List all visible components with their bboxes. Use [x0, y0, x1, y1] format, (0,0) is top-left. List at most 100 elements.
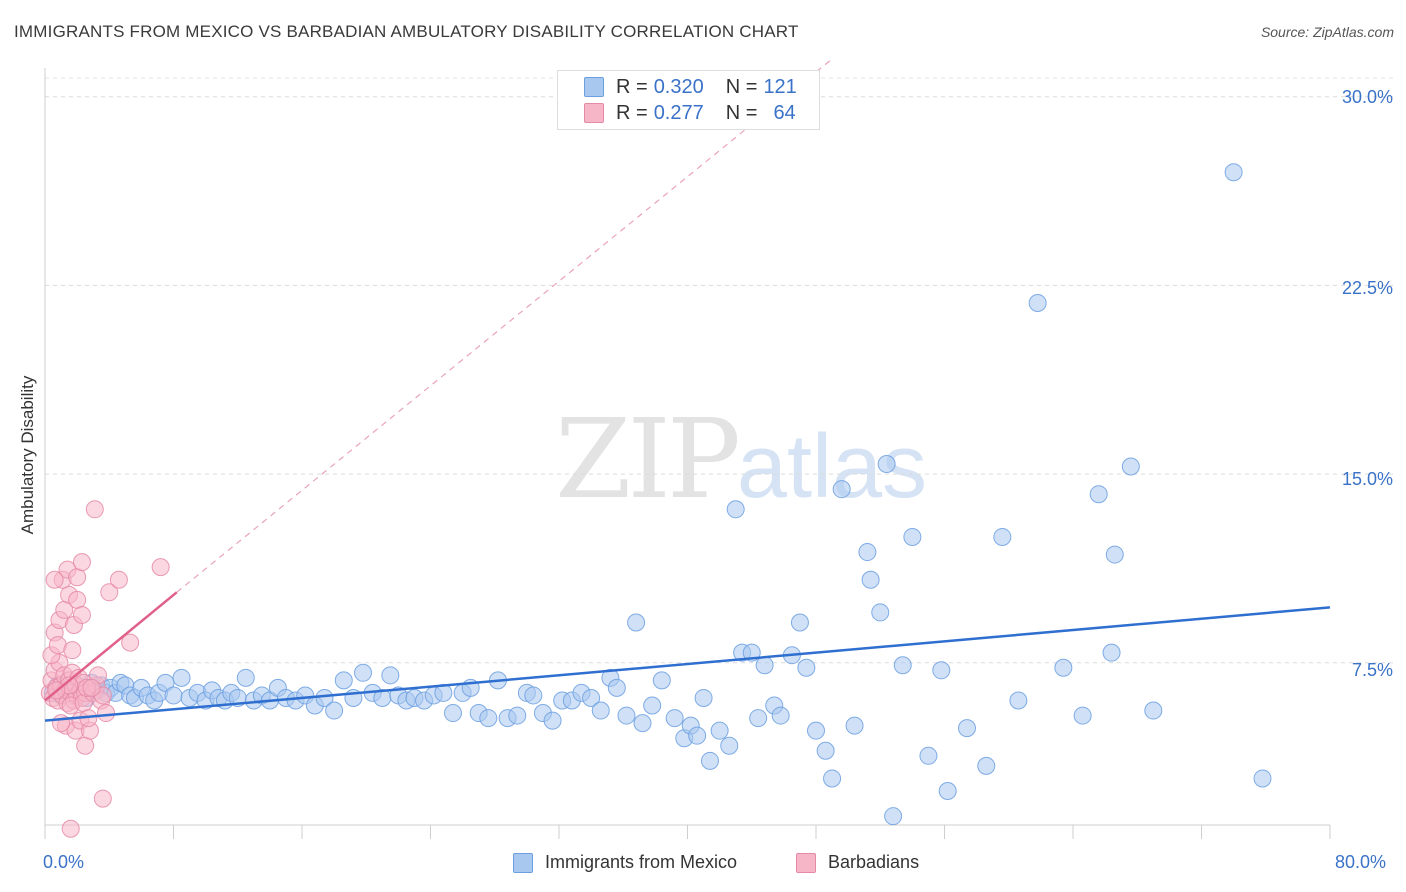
point-mexico-75	[607, 678, 626, 697]
bottom-swatch-barbadians	[796, 852, 816, 873]
point-mexico-92	[749, 709, 768, 728]
point-mexico-115	[977, 756, 996, 775]
point-barbadians-41	[76, 736, 95, 755]
bottom-swatch-mexico	[513, 852, 533, 873]
legend-row-mexico: R = 0.320 N = 121	[584, 75, 797, 99]
legend-n-value-mexico: 121	[763, 75, 797, 98]
point-mexico-117	[1009, 691, 1028, 710]
point-mexico-79	[643, 696, 662, 715]
point-mexico-57	[443, 704, 462, 723]
point-mexico-101	[823, 769, 842, 788]
point-mexico-111	[919, 746, 938, 765]
point-mexico-87	[710, 721, 729, 740]
point-mexico-68	[543, 711, 562, 730]
point-mexico-81	[665, 709, 684, 728]
point-barbadians-62	[61, 819, 80, 838]
point-mexico-88	[720, 736, 739, 755]
point-barbadians-48	[97, 704, 116, 723]
legend-r-label-barbadians: R =	[616, 101, 648, 124]
legend-r-value-mexico: 0.320	[653, 75, 704, 98]
point-barbadians-53	[121, 633, 140, 652]
point-mexico-116	[993, 527, 1012, 546]
watermark-zip: ZIP	[555, 395, 741, 523]
point-mexico-72	[582, 688, 601, 707]
point-mexico-113	[938, 782, 957, 801]
point-mexico-106	[871, 603, 890, 622]
legend-n-label-mexico: N =	[725, 75, 758, 98]
source-label: Source: ZipAtlas.com	[1260, 24, 1394, 40]
point-mexico-34	[236, 668, 255, 687]
watermark-atlas: atlas	[736, 417, 928, 517]
trend-line-mexico	[44, 606, 1331, 722]
y-tick-30: 30.0%	[1341, 87, 1393, 107]
point-mexico-61	[479, 709, 498, 728]
point-mexico-93	[755, 656, 774, 675]
point-mexico-77	[627, 613, 646, 632]
point-barbadians-35	[68, 568, 87, 587]
point-mexico-124	[1121, 457, 1140, 476]
point-mexico-108	[884, 807, 903, 826]
point-mexico-100	[816, 741, 835, 760]
point-mexico-76	[617, 706, 636, 725]
bottom-legend-mexico: Immigrants from Mexico	[513, 852, 737, 873]
point-mexico-80	[652, 671, 671, 690]
y-axis-label: Ambulatory Disability	[18, 375, 37, 535]
point-mexico-104	[858, 543, 877, 562]
watermark: ZIPatlas	[555, 395, 927, 523]
point-mexico-103	[845, 716, 864, 735]
point-mexico-122	[1102, 643, 1121, 662]
point-mexico-44	[325, 701, 344, 720]
point-barbadians-50	[100, 583, 119, 602]
point-barbadians-36	[72, 553, 91, 572]
legend-swatch-mexico	[584, 77, 604, 97]
point-mexico-45	[334, 671, 353, 690]
point-mexico-86	[700, 751, 719, 770]
point-mexico-109	[893, 656, 912, 675]
legend-n-label-barbadians: N =	[725, 101, 758, 124]
legend-swatch-barbadians	[584, 103, 604, 123]
point-barbadians-37	[45, 570, 64, 589]
bottom-legend-barbadians: Barbadians	[796, 852, 919, 873]
legend-r-value-barbadians: 0.277	[653, 101, 704, 124]
point-mexico-25	[172, 668, 191, 687]
point-mexico-66	[524, 686, 543, 705]
point-mexico-85	[694, 688, 713, 707]
point-mexico-120	[1073, 706, 1092, 725]
correlation-legend: R = 0.320 N = 121 R = 0.277 N = 64	[557, 70, 820, 130]
point-mexico-50	[381, 666, 400, 685]
point-barbadians-51	[109, 570, 128, 589]
point-barbadians-34	[63, 641, 82, 660]
point-mexico-98	[797, 658, 816, 677]
point-mexico-110	[903, 527, 922, 546]
point-mexico-47	[354, 663, 373, 682]
point-mexico-123	[1105, 545, 1124, 564]
point-barbadians-52	[85, 500, 104, 519]
point-mexico-24	[164, 686, 183, 705]
x-tick-min: 0.0%	[43, 852, 85, 872]
point-barbadians-30	[72, 605, 91, 624]
point-barbadians-29	[68, 590, 87, 609]
point-mexico-99	[807, 721, 825, 740]
point-mexico-125	[1144, 701, 1163, 720]
chart-title: IMMIGRANTS FROM MEXICO VS BARBADIAN AMBU…	[14, 22, 799, 41]
point-mexico-114	[957, 719, 976, 738]
bottom-label-mexico: Immigrants from Mexico	[545, 852, 738, 872]
y-tick-15: 15.0%	[1341, 469, 1393, 489]
legend-row-barbadians: R = 0.277 N = 64	[584, 101, 796, 125]
legend-r-label-mexico: R =	[616, 75, 648, 98]
point-mexico-95	[771, 706, 790, 725]
point-mexico-107	[877, 455, 896, 474]
point-barbadians-63	[93, 789, 112, 808]
point-mexico-127	[1253, 769, 1272, 788]
point-mexico-121	[1089, 485, 1108, 504]
trend-extension-barbadians	[176, 58, 833, 593]
point-barbadians-42	[52, 714, 71, 733]
point-mexico-84	[688, 726, 707, 745]
y-tick-7-5: 7.5%	[1351, 660, 1393, 680]
point-mexico-126	[1224, 163, 1243, 182]
point-mexico-119	[1054, 658, 1073, 677]
point-mexico-23	[156, 673, 175, 692]
point-mexico-102	[832, 480, 851, 499]
point-mexico-105	[861, 570, 880, 589]
